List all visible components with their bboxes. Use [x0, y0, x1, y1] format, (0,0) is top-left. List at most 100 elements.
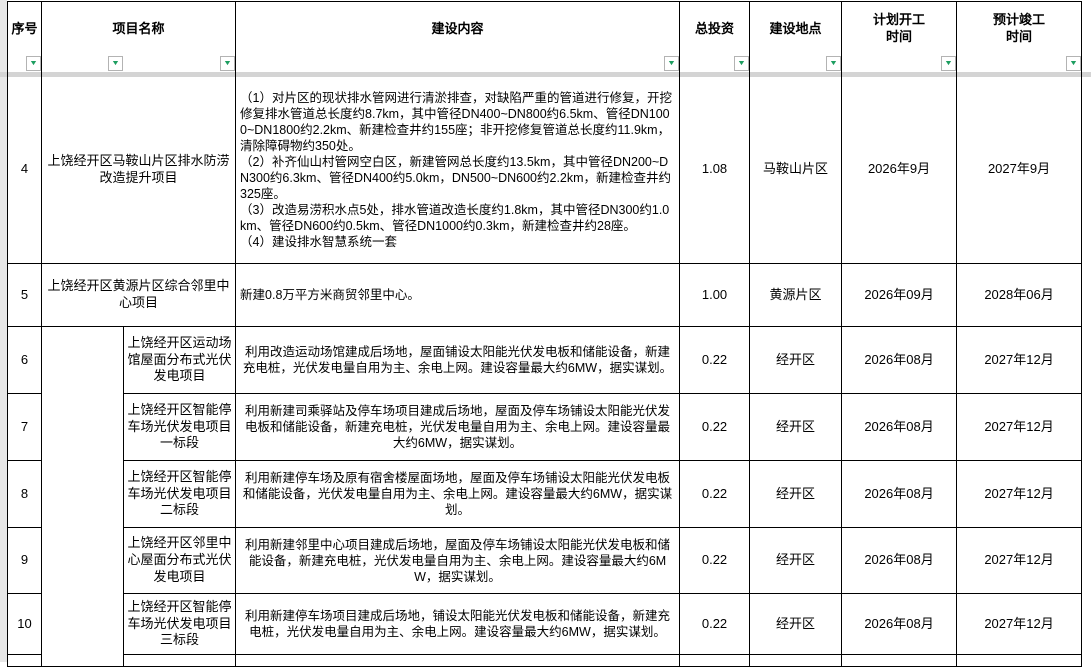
header-name[interactable]: 项目名称 — [40, 1, 237, 72]
cell-no[interactable]: 6 — [7, 326, 42, 394]
filter-button[interactable]: ▼ — [1066, 56, 1081, 71]
cell-content[interactable]: 利用新建邻里中心项目建成后场地，屋面及停车场铺设太阳能光伏发电板和储能设备，新建… — [235, 527, 681, 594]
filter-dropdown-icon: ▼ — [666, 60, 677, 67]
filter-dropdown-icon: ▼ — [1068, 60, 1079, 67]
cell-start-time[interactable]: 2026年08月 — [841, 393, 958, 461]
header-content[interactable]: 建设内容 — [235, 1, 681, 72]
cell-start-time[interactable]: 2026年08月 — [841, 593, 958, 655]
header-no-label: 序号 — [11, 20, 38, 36]
cell-investment[interactable]: 0.22 — [679, 460, 751, 528]
cell-investment[interactable]: 1.08 — [679, 76, 751, 264]
cell-project-name[interactable]: 上饶经开区智能停车场光伏发电项目二标段 — [122, 460, 237, 528]
cell-location[interactable]: 黄源片区 — [749, 263, 843, 327]
cell-project-name[interactable]: 上饶经开区黄源片区综合邻里中心项目 — [40, 263, 237, 327]
cell-location[interactable]: 经开区 — [749, 593, 843, 655]
table-row: 4 上饶经开区马鞍山片区排水防涝改造提升项目 （1）对片区的现状排水管网进行清淤… — [7, 76, 1083, 264]
cell-content[interactable] — [235, 654, 681, 667]
band-cell — [40, 71, 237, 77]
cell-start-time[interactable]: 2026年09月 — [841, 263, 958, 327]
cell-project-name[interactable]: 上饶经开区智能停车场光伏发电项目三标段 — [122, 593, 237, 655]
content-paragraph: 利用新建邻里中心项目建成后场地，屋面及停车场铺设太阳能光伏发电板和储能设备，新建… — [245, 537, 671, 584]
content-paragraph: （4）建设排水智慧系统一套 — [240, 234, 397, 249]
cell-finish-time[interactable]: 2028年06月 — [956, 263, 1083, 327]
cell-location[interactable]: 经开区 — [749, 393, 843, 461]
cell-no[interactable]: 9 — [7, 527, 42, 594]
cell-location[interactable] — [749, 654, 843, 667]
cell-investment[interactable]: 0.22 — [679, 527, 751, 594]
cell-no[interactable]: 4 — [7, 76, 42, 264]
cell-content[interactable]: 利用新建停车场项目建成后场地，铺设太阳能光伏发电板和储能设备，新建充电桩，光伏发… — [235, 593, 681, 655]
cell-investment[interactable]: 1.00 — [679, 263, 751, 327]
cell-investment[interactable] — [679, 654, 751, 667]
cell-finish-time[interactable]: 2027年12月 — [956, 326, 1083, 394]
header-start-time-label: 计划开工时间 — [873, 12, 926, 45]
filter-dropdown-icon: ▼ — [110, 60, 121, 67]
header-finish-time-label: 预计竣工时间 — [993, 12, 1046, 45]
content-paragraph: 利用改造运动场馆建成后场地，屋面铺设太阳能光伏发电板和储能设备，新建充电桩，光伏… — [242, 345, 673, 375]
project-table: 序号 项目名称 建设内容 总投资 建设地点 计划开工时间 预计竣工时间 4 上饶… — [7, 1, 1083, 667]
cell-start-time[interactable]: 2026年08月 — [841, 527, 958, 594]
cell-project-name[interactable]: 上饶经开区邻里中心屋面分布式光伏发电项目 — [122, 527, 237, 594]
filter-dropdown-icon: ▼ — [943, 60, 954, 67]
cell-content[interactable]: 利用改造运动场馆建成后场地，屋面铺设太阳能光伏发电板和储能设备，新建充电桩，光伏… — [235, 326, 681, 394]
cell-content[interactable]: （1）对片区的现状排水管网进行清淤排查，对缺陷严重的管道进行修复，开挖修复排水管… — [235, 76, 681, 264]
content-paragraph: （2）补齐仙山村管网空白区，新建管网总长度约13.5km，其中管径DN200~D… — [240, 154, 672, 201]
cell-investment[interactable]: 0.22 — [679, 326, 751, 394]
table-row: 5 上饶经开区黄源片区综合邻里中心项目 新建0.8万平方米商贸邻里中心。 1.0… — [7, 263, 1083, 327]
content-paragraph: 利用新建司乘驿站及停车场项目建成后场地，屋面及停车场铺设太阳能光伏发电板和储能设… — [245, 404, 671, 450]
cell-content[interactable]: 利用新建停车场及原有宿舍楼屋面场地，屋面及停车场铺设太阳能光伏发电板和储能设备，… — [235, 460, 681, 528]
filter-dropdown-icon: ▼ — [28, 60, 39, 67]
cell-start-time[interactable]: 2026年08月 — [841, 460, 958, 528]
freeze-band-row — [7, 71, 1083, 77]
cell-no[interactable] — [7, 654, 42, 667]
cell-location[interactable]: 经开区 — [749, 460, 843, 528]
header-row: 序号 项目名称 建设内容 总投资 建设地点 计划开工时间 预计竣工时间 — [7, 1, 1083, 72]
filter-button[interactable]: ▼ — [220, 56, 235, 71]
cell-start-time[interactable]: 2026年08月 — [841, 326, 958, 394]
cell-finish-time[interactable]: 2027年12月 — [956, 593, 1083, 655]
cell-finish-time[interactable]: 2027年9月 — [956, 76, 1083, 264]
cell-investment[interactable]: 0.22 — [679, 593, 751, 655]
cell-location[interactable]: 经开区 — [749, 527, 843, 594]
header-name-label: 项目名称 — [112, 20, 165, 36]
cell-project-name[interactable] — [122, 654, 237, 667]
cell-no[interactable]: 7 — [7, 393, 42, 461]
band-cell — [956, 71, 1083, 77]
cell-start-time[interactable] — [841, 654, 958, 667]
content-paragraph: 利用新建停车场及原有宿舍楼屋面场地，屋面及停车场铺设太阳能光伏发电板和储能设备，… — [242, 471, 673, 517]
cell-location[interactable]: 经开区 — [749, 326, 843, 394]
cell-location[interactable]: 马鞍山片区 — [749, 76, 843, 264]
table-row-partial — [7, 654, 1083, 667]
filter-button[interactable]: ▼ — [734, 56, 749, 71]
cell-start-time[interactable]: 2026年9月 — [841, 76, 958, 264]
cell-no[interactable]: 10 — [7, 593, 42, 655]
filter-dropdown-icon: ▼ — [736, 60, 747, 67]
cell-group-merged-empty[interactable] — [41, 326, 124, 667]
cell-finish-time[interactable]: 2027年12月 — [956, 527, 1083, 594]
cell-project-name[interactable]: 上饶经开区运动场馆屋面分布式光伏发电项目 — [122, 326, 237, 394]
filter-button[interactable]: ▼ — [941, 56, 956, 71]
content-paragraph: 新建0.8万平方米商贸邻里中心。 — [240, 288, 420, 302]
filter-button[interactable]: ▼ — [26, 56, 41, 71]
cell-no[interactable]: 8 — [7, 460, 42, 528]
filter-button[interactable]: ▼ — [664, 56, 679, 71]
cell-finish-time[interactable]: 2027年12月 — [956, 393, 1083, 461]
cell-project-name[interactable]: 上饶经开区马鞍山片区排水防涝改造提升项目 — [40, 76, 237, 264]
filter-dropdown-icon: ▼ — [828, 60, 839, 67]
cell-investment[interactable]: 0.22 — [679, 393, 751, 461]
cell-content[interactable]: 新建0.8万平方米商贸邻里中心。 — [235, 263, 681, 327]
cell-no[interactable]: 5 — [7, 263, 42, 327]
table-row: 6 上饶经开区运动场馆屋面分布式光伏发电项目 利用改造运动场馆建成后场地，屋面铺… — [7, 326, 1083, 667]
table-row: 7 上饶经开区智能停车场光伏发电项目一标段 利用新建司乘驿站及停车场项目建成后场… — [7, 393, 1083, 461]
header-start-time[interactable]: 计划开工时间 — [841, 1, 958, 72]
cell-finish-time[interactable]: 2027年12月 — [956, 460, 1083, 528]
cell-project-name[interactable]: 上饶经开区智能停车场光伏发电项目一标段 — [122, 393, 237, 461]
cell-content[interactable]: 利用新建司乘驿站及停车场项目建成后场地，屋面及停车场铺设太阳能光伏发电板和储能设… — [235, 393, 681, 461]
header-investment-label: 总投资 — [695, 20, 735, 36]
cell-finish-time[interactable] — [956, 654, 1083, 667]
header-finish-time[interactable]: 预计竣工时间 — [956, 1, 1083, 72]
filter-button[interactable]: ▼ — [108, 56, 123, 71]
filter-button[interactable]: ▼ — [826, 56, 841, 71]
table-row: 8 上饶经开区智能停车场光伏发电项目二标段 利用新建停车场及原有宿舍楼屋面场地，… — [7, 460, 1083, 528]
table-row: 10 上饶经开区智能停车场光伏发电项目三标段 利用新建停车场项目建成后场地，铺设… — [7, 593, 1083, 655]
